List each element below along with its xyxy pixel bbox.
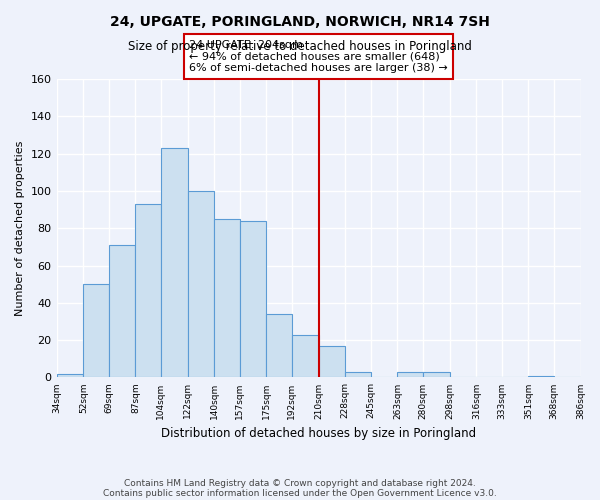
Text: 24 UPGATE: 204sqm
← 94% of detached houses are smaller (648)
6% of semi-detached: 24 UPGATE: 204sqm ← 94% of detached hous… [189, 40, 448, 73]
Y-axis label: Number of detached properties: Number of detached properties [15, 140, 25, 316]
Bar [529, 376, 554, 378]
Bar [136, 204, 161, 378]
Bar [109, 245, 136, 378]
Bar [161, 148, 188, 378]
Text: Contains public sector information licensed under the Open Government Licence v3: Contains public sector information licen… [103, 488, 497, 498]
Bar [214, 219, 239, 378]
Text: 24, UPGATE, PORINGLAND, NORWICH, NR14 7SH: 24, UPGATE, PORINGLAND, NORWICH, NR14 7S… [110, 15, 490, 29]
Bar [292, 334, 319, 378]
Bar [423, 372, 449, 378]
X-axis label: Distribution of detached houses by size in Poringland: Distribution of detached houses by size … [161, 427, 476, 440]
Bar [239, 221, 266, 378]
Bar [83, 284, 109, 378]
Bar [266, 314, 292, 378]
Text: Contains HM Land Registry data © Crown copyright and database right 2024.: Contains HM Land Registry data © Crown c… [124, 478, 476, 488]
Bar [319, 346, 346, 378]
Bar [397, 372, 423, 378]
Bar [188, 191, 214, 378]
Bar [56, 374, 83, 378]
Text: Size of property relative to detached houses in Poringland: Size of property relative to detached ho… [128, 40, 472, 53]
Bar [346, 372, 371, 378]
